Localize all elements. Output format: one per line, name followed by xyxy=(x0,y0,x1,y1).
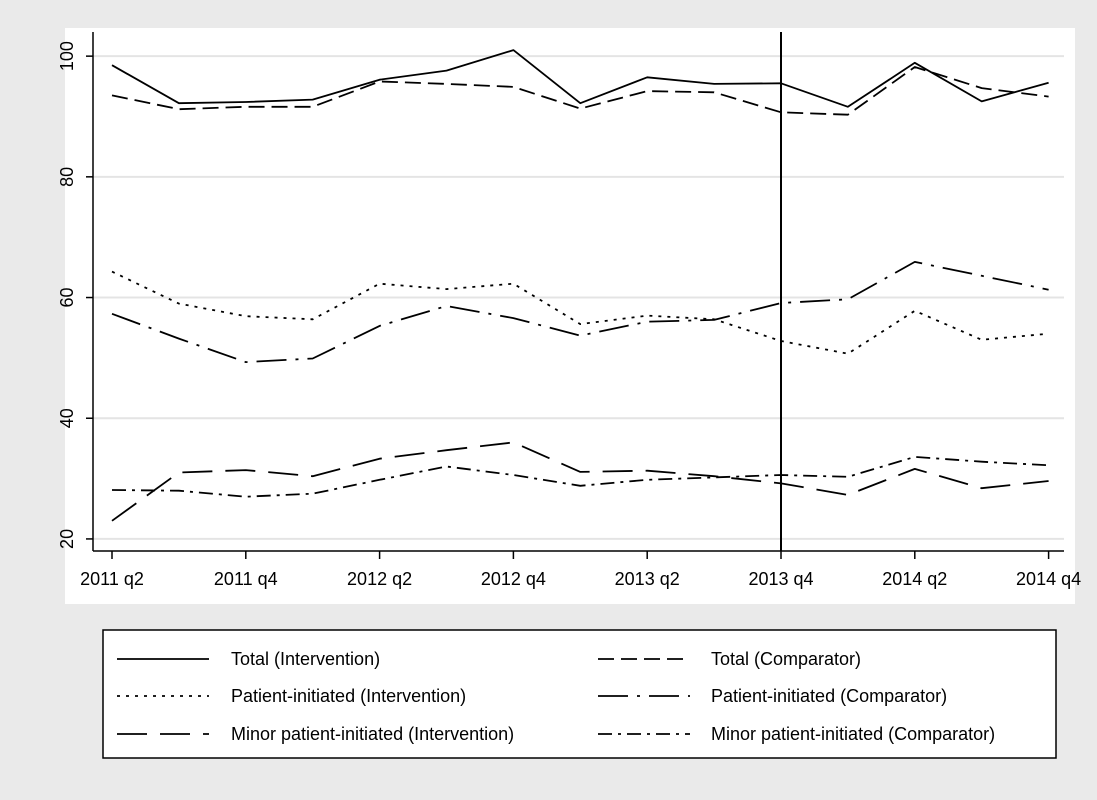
x-tick-label-5: 2013 q4 xyxy=(748,569,813,589)
x-tick-label-7: 2014 q4 xyxy=(1016,569,1081,589)
y-tick-label-60: 60 xyxy=(57,288,77,308)
y-axis-ticks: 20 40 60 80 100 xyxy=(57,41,93,549)
grid-lines xyxy=(93,55,1064,540)
series-lines xyxy=(111,49,1049,522)
series-line-1 xyxy=(111,66,1049,116)
legend-label-5: Minor patient-initiated (Comparator) xyxy=(711,724,995,744)
axes xyxy=(92,32,1064,552)
y-tick-label-20: 20 xyxy=(57,529,77,549)
x-tick-label-6: 2014 q2 xyxy=(882,569,947,589)
legend: Total (Intervention) Total (Comparator) Pa… xyxy=(117,649,995,744)
legend-label-0: Total (Intervention) xyxy=(231,649,380,669)
series-line-2 xyxy=(111,270,1049,355)
legend-label-1: Total (Comparator) xyxy=(711,649,861,669)
x-tick-label-0: 2011 q2 xyxy=(80,569,144,589)
x-tick-label-1: 2011 q4 xyxy=(214,569,278,589)
series-line-0 xyxy=(111,49,1049,108)
x-tick-label-4: 2013 q2 xyxy=(615,569,680,589)
legend-box xyxy=(102,629,1057,759)
x-tick-label-3: 2012 q4 xyxy=(481,569,546,589)
y-tick-label-80: 80 xyxy=(57,167,77,187)
y-tick-label-100: 100 xyxy=(57,41,77,71)
series-line-5 xyxy=(111,455,1049,498)
legend-label-2: Patient-initiated (Intervention) xyxy=(231,686,466,706)
series-line-4 xyxy=(111,441,1049,522)
x-axis-ticks: 2011 q2 2011 q4 2012 q2 2012 q4 2013 q2 2013 … xyxy=(80,551,1081,589)
series-line-3 xyxy=(111,260,1049,364)
plot-area xyxy=(93,32,1064,551)
legend-label-4: Minor patient-initiated (Intervention) xyxy=(231,724,514,744)
legend-label-3: Patient-initiated (Comparator) xyxy=(711,686,947,706)
x-tick-label-2: 2012 q2 xyxy=(347,569,412,589)
y-tick-label-40: 40 xyxy=(57,408,77,428)
